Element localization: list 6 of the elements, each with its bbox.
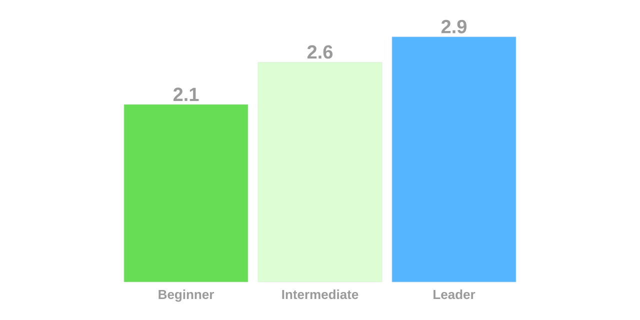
data-label: 2.1 <box>173 88 199 101</box>
x-tick-label: Beginner <box>158 290 214 302</box>
data-label: 2.6 <box>307 45 333 59</box>
x-tick-label: Leader <box>434 290 476 300</box>
x-tick-label: Intermediate <box>282 290 358 300</box>
data-label: 2.9 <box>441 20 467 34</box>
